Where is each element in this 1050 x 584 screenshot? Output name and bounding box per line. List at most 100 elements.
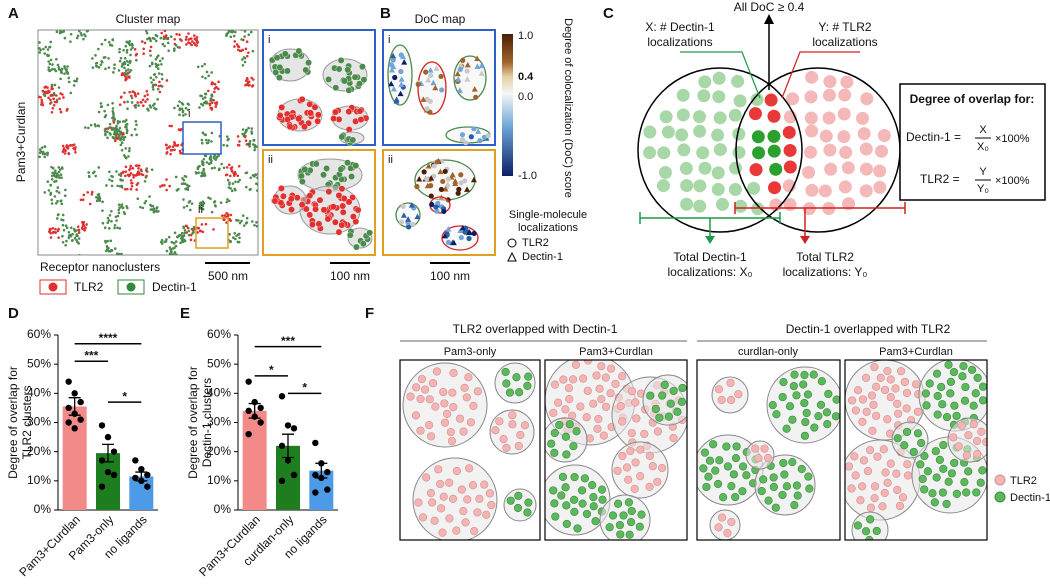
localization xyxy=(415,81,421,88)
data-point xyxy=(290,471,298,479)
localization-dot xyxy=(127,42,131,46)
molecule xyxy=(824,389,833,399)
formula: ×100% xyxy=(995,175,1030,187)
localization-dot xyxy=(141,104,145,107)
molecule xyxy=(562,519,571,529)
localization-dot xyxy=(253,148,256,152)
legend-title: Single-molecule xyxy=(509,209,587,221)
venn-dot xyxy=(837,130,851,144)
schematic-frame xyxy=(399,359,541,541)
venn-dot xyxy=(805,124,819,138)
localization-dot xyxy=(131,46,134,49)
localization-dot xyxy=(135,52,138,56)
cluster-area xyxy=(709,509,741,540)
localization-dot xyxy=(200,64,204,68)
localization xyxy=(463,140,469,146)
localization-dot xyxy=(199,94,202,98)
venn-dot xyxy=(692,110,706,124)
localization-dot xyxy=(81,27,84,30)
localization-dot xyxy=(56,199,59,203)
localization-dot xyxy=(132,173,135,177)
localization-dot xyxy=(150,168,154,171)
localization-dot xyxy=(198,106,201,109)
cluster-dot xyxy=(306,211,314,219)
localization-dot xyxy=(183,229,187,232)
cluster-dot xyxy=(272,69,280,76)
molecule xyxy=(832,395,840,404)
localization-dot xyxy=(125,51,129,54)
localization-dot xyxy=(151,204,155,208)
localization-dot xyxy=(81,198,85,201)
localization-dot xyxy=(64,244,67,247)
localization-dot xyxy=(69,91,73,95)
localization-dot xyxy=(236,143,240,147)
localization-dot xyxy=(244,47,248,51)
localization-dot xyxy=(52,97,56,101)
molecule xyxy=(845,462,853,471)
localization-dot xyxy=(184,175,188,178)
cluster-dot xyxy=(312,160,320,168)
localization-dot xyxy=(180,237,183,240)
molecule xyxy=(449,403,458,412)
localization-dot xyxy=(233,187,237,191)
localization-dot xyxy=(179,151,182,155)
localization-dot xyxy=(124,165,128,169)
localization-dot xyxy=(176,235,179,239)
molecule xyxy=(658,463,667,473)
localization-dot xyxy=(120,135,124,139)
y-tick-label: 20% xyxy=(207,444,231,458)
molecule xyxy=(514,491,523,500)
bracket-arrow xyxy=(705,236,715,244)
formula-box xyxy=(899,83,1046,201)
localization-dot xyxy=(255,224,258,228)
molecule xyxy=(731,454,741,463)
localization xyxy=(400,212,407,218)
venn-dot xyxy=(859,162,873,176)
localization-dot xyxy=(173,257,176,260)
localization-dot xyxy=(247,143,250,146)
molecule xyxy=(933,410,942,419)
molecule xyxy=(878,502,887,511)
cluster-dot xyxy=(325,75,332,83)
localization xyxy=(393,96,400,102)
molecule xyxy=(893,399,902,409)
molecule xyxy=(569,495,579,504)
localization-dot xyxy=(160,31,163,35)
localization-dot xyxy=(143,201,147,205)
localization-dot xyxy=(226,138,230,142)
localization-dot xyxy=(234,180,237,184)
cluster-dot xyxy=(320,206,328,214)
localization-dot xyxy=(188,199,192,203)
molecule xyxy=(913,407,922,416)
molecule xyxy=(439,492,448,501)
cluster-dot xyxy=(306,100,314,108)
localization-dot xyxy=(71,144,74,147)
molecule xyxy=(501,367,510,377)
localization-dot xyxy=(54,201,58,205)
localization-dot xyxy=(151,88,155,91)
venn-dot xyxy=(713,143,727,157)
localization-dot xyxy=(50,198,54,202)
localization-dot xyxy=(103,226,107,230)
molecule xyxy=(589,493,598,502)
localization-dot xyxy=(135,188,138,191)
localization-dot xyxy=(198,164,201,168)
callout: localizations xyxy=(647,35,712,49)
localization-dot xyxy=(247,126,250,130)
molecule xyxy=(660,380,669,389)
y-tick-label: 40% xyxy=(207,386,231,400)
molecule xyxy=(547,439,556,448)
localization xyxy=(429,201,435,208)
molecule xyxy=(977,427,986,436)
molecule xyxy=(608,511,618,520)
localization-dot xyxy=(190,37,193,40)
localization-dot xyxy=(204,222,208,226)
panel-title: Cluster map xyxy=(116,12,181,26)
localization-dot xyxy=(130,133,134,137)
colorbar-tick: 0.0 xyxy=(518,91,533,103)
panel-label: A xyxy=(8,5,19,22)
schematic xyxy=(545,360,687,540)
molecule xyxy=(422,473,431,482)
molecule xyxy=(591,517,600,526)
doc-map-marks xyxy=(387,44,491,251)
